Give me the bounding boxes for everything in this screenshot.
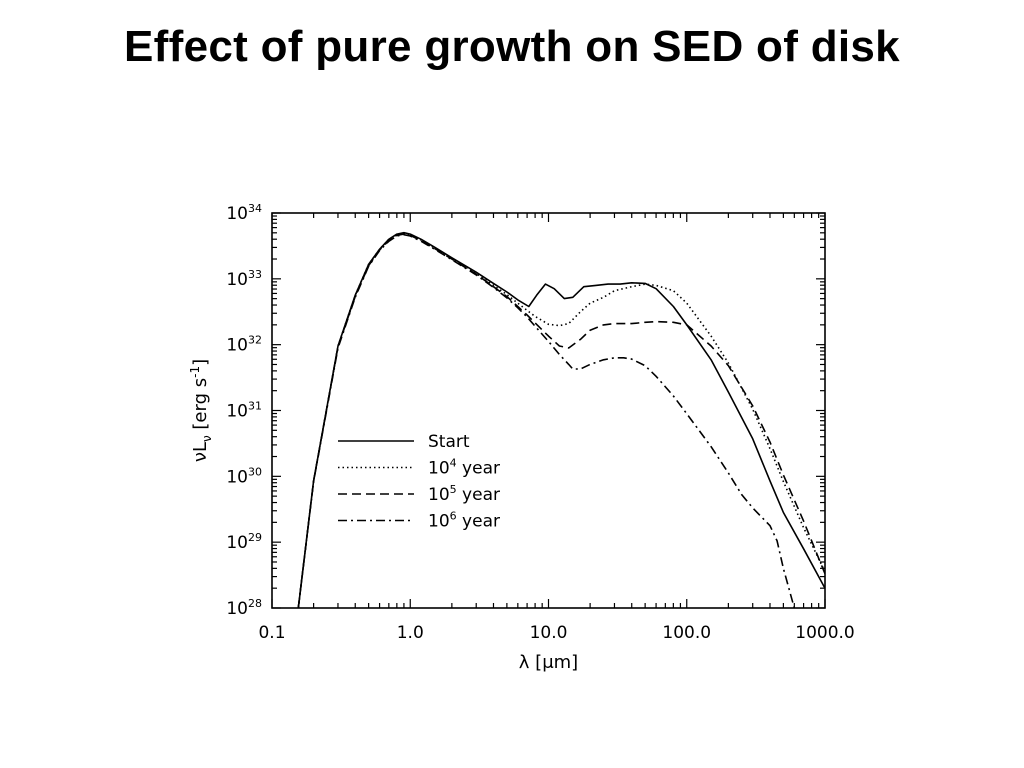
y-tick-label: 1028 — [226, 597, 262, 619]
slide-title: Effect of pure growth on SED of disk — [124, 22, 900, 71]
x-tick-label: 100.0 — [662, 623, 711, 643]
axis-ticks — [271, 212, 826, 609]
legend: Start 104 year 105 year 106 year — [338, 432, 500, 532]
legend-label: 106 year — [428, 510, 500, 532]
x-tick-label: 10.0 — [530, 623, 568, 643]
y-tick-label: 1029 — [226, 531, 262, 553]
legend-label: 104 year — [428, 457, 500, 479]
y-axis-label: νLν [erg s-1] — [188, 359, 214, 462]
x-tick-label: 0.1 — [258, 623, 285, 643]
plot-frame — [271, 212, 826, 609]
series-line-dotted — [297, 232, 825, 608]
y-tick-label: 1032 — [226, 334, 262, 356]
x-tick-label: 1.0 — [397, 623, 424, 643]
y-tick-label: 1031 — [226, 400, 262, 422]
legend-label: 105 year — [428, 483, 500, 505]
y-tick-label: 1030 — [226, 465, 262, 487]
series-line-dashed — [297, 233, 825, 608]
y-tick-label: 1033 — [226, 268, 262, 290]
legend-label: Start — [428, 432, 470, 452]
y-tick-label: 1034 — [226, 202, 262, 224]
x-axis-label: λ [μm] — [519, 652, 578, 673]
series-line-solid — [297, 231, 825, 608]
series-lines — [297, 231, 825, 608]
axis-labels: 0.1 1.0 10.0 100.0 1000.0 1028 1029 1030 1031 103… — [188, 202, 855, 673]
series-line-dashdot — [297, 233, 796, 608]
x-tick-label: 1000.0 — [795, 623, 854, 643]
